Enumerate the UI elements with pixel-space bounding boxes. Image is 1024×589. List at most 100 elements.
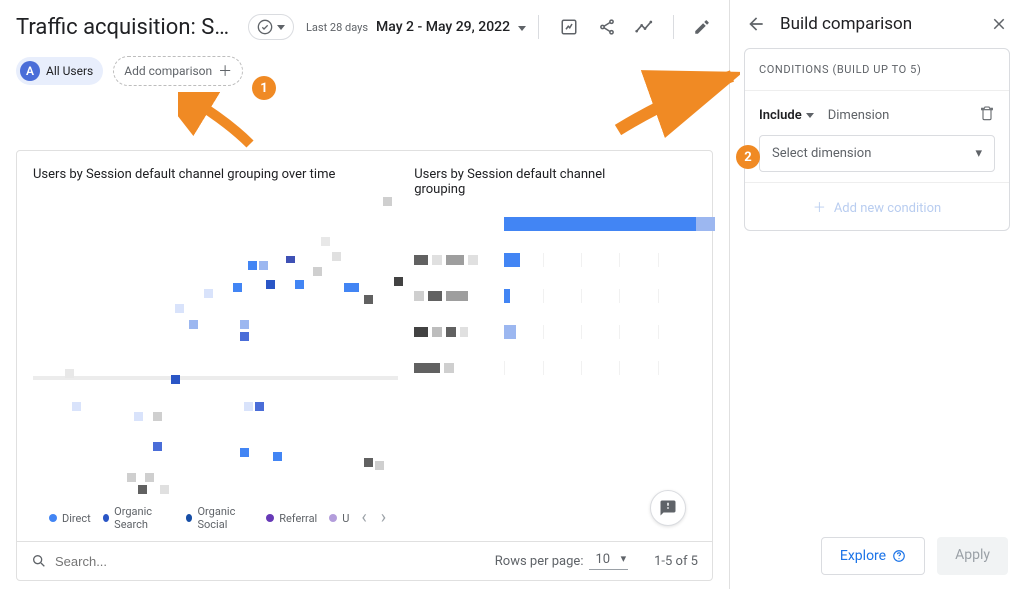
bar-row [414, 289, 696, 303]
data-point [332, 252, 341, 261]
conditions-header: CONDITIONS (BUILD UP TO 5) [745, 49, 1009, 91]
explore-button[interactable]: Explore [821, 537, 925, 575]
audience-chip-label: All Users [46, 64, 93, 78]
legend-label: U [342, 512, 349, 525]
bar-chart [414, 207, 696, 541]
plus-icon: ＋ [813, 201, 826, 216]
data-point [240, 448, 249, 457]
divider [538, 15, 539, 39]
insights-icon[interactable] [559, 17, 579, 37]
data-point [375, 461, 384, 470]
legend-label: Organic Search [114, 505, 174, 531]
bar [504, 289, 510, 303]
legend-item: Organic Social [186, 505, 254, 531]
bar-label [414, 327, 504, 337]
data-point [350, 283, 359, 292]
legend-item: U [329, 512, 349, 525]
help-icon [892, 549, 906, 563]
apply-button: Apply [937, 537, 1008, 575]
date-range-picker[interactable]: Last 28 days May 2 - May 29, 2022 [306, 19, 526, 35]
right-chart-title: Users by Session default channel groupin… [414, 167, 614, 197]
date-range-label: Last 28 days [306, 21, 368, 34]
data-point [259, 261, 268, 270]
data-point [204, 289, 213, 298]
chevron-down-icon [806, 113, 814, 118]
edit-icon[interactable] [692, 17, 712, 37]
conditions-card: CONDITIONS (BUILD UP TO 5) Include Dimen… [744, 48, 1010, 231]
audience-chip[interactable]: A All Users [16, 57, 103, 85]
data-point [321, 237, 330, 246]
data-point [134, 412, 143, 421]
bar [504, 325, 516, 339]
data-point [127, 473, 136, 482]
page-title: Traffic acquisition: Ses... [16, 15, 236, 40]
data-point [240, 332, 249, 341]
bar-row [414, 253, 696, 267]
add-condition-button: ＋Add new condition [745, 182, 1009, 230]
annotation-badge-2: 2 [736, 145, 760, 169]
add-comparison-button[interactable]: Add comparison ＋ [113, 56, 243, 86]
annotation-arrow-2 [610, 58, 740, 138]
select-dimension-dropdown[interactable]: Select dimension [759, 135, 995, 172]
legend-label: Direct [62, 512, 91, 525]
report-header: Traffic acquisition: Ses... Last 28 days… [0, 0, 729, 40]
data-point [286, 256, 295, 263]
chart-legend: Direct Organic Search Organic Social Referr… [33, 499, 398, 541]
status-pill[interactable] [248, 14, 294, 40]
bar-label [414, 255, 504, 265]
legend-label: Organic Social [197, 505, 254, 531]
data-point [138, 485, 147, 494]
legend-prev[interactable]: ‹ [361, 509, 366, 527]
data-point [160, 485, 169, 494]
bar-row [414, 325, 696, 339]
legend-dot-icon [329, 514, 337, 522]
rows-per-page-label: Rows per page: [495, 554, 584, 569]
scatter-chart [33, 192, 398, 499]
legend-next[interactable]: › [381, 509, 386, 527]
back-button[interactable] [746, 14, 766, 34]
data-point [65, 369, 74, 378]
share-icon[interactable] [597, 17, 617, 37]
chevron-down-icon [518, 26, 526, 31]
arrow-left-icon [746, 14, 766, 34]
bar-label [414, 291, 504, 301]
delete-condition-button[interactable] [979, 105, 995, 125]
left-chart-title: Users by Session default channel groupin… [33, 167, 398, 182]
data-point [240, 320, 249, 329]
sidepanel-title: Build comparison [780, 14, 976, 34]
annotation-badge-1: 1 [252, 76, 276, 100]
rows-per-page-select[interactable]: 10 [589, 552, 628, 570]
data-point [171, 375, 180, 384]
data-point [189, 320, 198, 329]
data-point [364, 295, 373, 304]
data-point [255, 402, 264, 411]
close-icon [990, 15, 1008, 33]
bar-label [414, 363, 504, 373]
charts-card: Users by Session default channel groupin… [16, 150, 713, 581]
legend-dot-icon [266, 514, 274, 522]
check-circle-icon [257, 19, 273, 35]
bar-row [414, 217, 696, 231]
chevron-down-icon [277, 25, 285, 30]
audience-badge: A [20, 61, 40, 81]
trend-icon[interactable] [635, 17, 655, 37]
data-point [244, 402, 253, 411]
comparison-panel: Build comparison CONDITIONS (BUILD UP TO… [730, 0, 1024, 589]
data-point [248, 261, 257, 270]
data-point [295, 280, 304, 289]
include-dropdown[interactable]: Include [759, 108, 814, 123]
data-point [153, 412, 162, 421]
data-point [153, 442, 162, 451]
legend-dot-icon [186, 514, 192, 522]
feedback-button[interactable] [650, 490, 686, 526]
data-point [175, 304, 184, 313]
search-input[interactable] [55, 554, 215, 569]
close-button[interactable] [990, 15, 1008, 33]
legend-dot-icon [103, 514, 109, 522]
legend-dot-icon [49, 514, 57, 522]
bar-row [414, 361, 696, 375]
plus-icon: ＋ [218, 61, 232, 81]
data-point [394, 277, 403, 286]
legend-label: Referral [279, 512, 317, 525]
data-point [273, 452, 282, 461]
